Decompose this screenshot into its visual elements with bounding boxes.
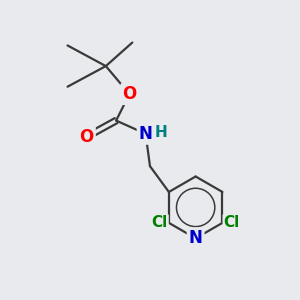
Text: H: H (154, 125, 167, 140)
Text: Cl: Cl (151, 215, 168, 230)
Text: N: N (139, 125, 152, 143)
Text: Cl: Cl (224, 215, 240, 230)
Text: N: N (189, 229, 202, 247)
Text: O: O (122, 85, 136, 103)
Text: O: O (80, 128, 94, 146)
